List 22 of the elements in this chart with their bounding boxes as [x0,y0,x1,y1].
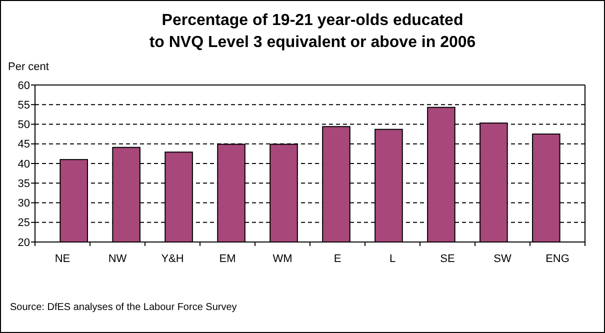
y-tick-label: 20 [18,236,30,249]
y-tick-label: 35 [18,178,30,190]
x-tick-label: Y&H [161,253,184,265]
x-tick-label: E [334,253,342,265]
x-tick-label: EM [219,253,236,265]
y-tick-label: 50 [18,119,30,132]
x-tick-label: ENG [546,253,570,265]
x-tick-label: NE [54,253,70,265]
x-tick-label: L [389,253,396,265]
chart-title: Percentage of 19-21 year-olds educated to NVQ Level 3 equivalent or above in 2006 [149,12,476,51]
y-tick-label: 40 [18,158,30,170]
x-tick-label: SE [440,253,455,265]
y-tick-label: 60 [18,80,30,92]
x-tick-label: SW [494,253,512,265]
y-axis-title: Per cent [8,61,49,73]
source-note: Source: DfES analyses of the Labour Force Survey [10,302,237,313]
y-tick-label: 55 [18,99,30,112]
x-tick-label: NW [108,253,128,265]
x-tick-label: WM [272,253,292,265]
y-tick-label: 30 [18,198,30,210]
y-tick-label: 45 [18,138,30,151]
y-tick-label: 25 [18,217,30,230]
